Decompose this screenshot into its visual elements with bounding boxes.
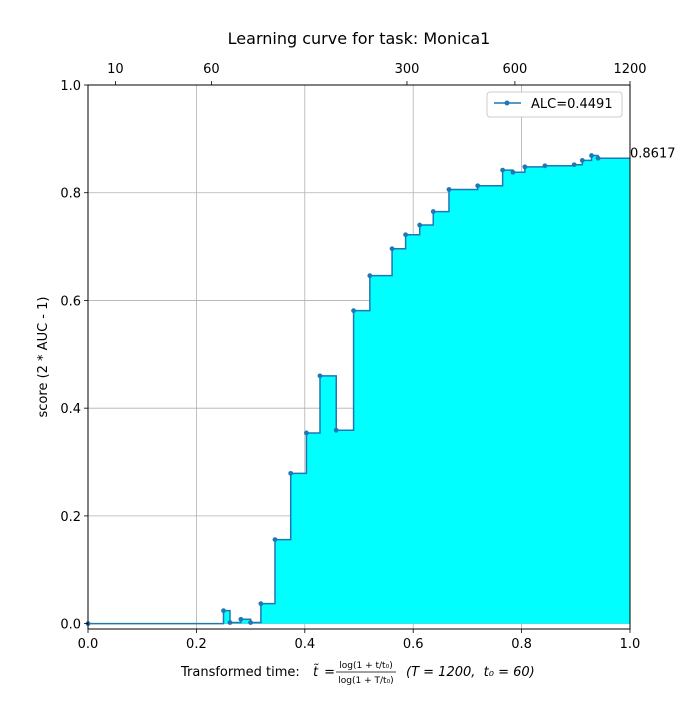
y-tick-label: 0.6 [60,294,81,309]
x-tick-label: 0.4 [294,637,315,652]
x-axis-label-eq: = [320,665,339,680]
y-axis-ticks: 0.0 0.2 0.4 0.6 0.8 1.0 [60,79,88,633]
top-tick-label: 1200 [613,62,646,77]
x-tick-label: 0.2 [186,637,207,652]
score-point [430,209,436,214]
x-axis-label-var: t̃ [313,665,319,680]
score-point [221,608,226,614]
score-point [571,162,577,168]
score-point [510,169,516,175]
y-tick-label: 0.8 [60,187,81,202]
score-point [446,187,452,192]
score-point [367,273,373,279]
plot-frame [87,84,631,630]
top-tick-label: 10 [107,62,124,77]
legend: ALC=0.4491 [486,91,623,118]
top-tick-label: 60 [203,62,220,77]
x-axis-label: Transformed time: t̃ = log(1 + t/t₀) log… [180,661,535,686]
score-point [500,167,506,173]
score-point [258,601,264,607]
score-point [417,222,423,228]
x-axis-label-numerator: log(1 + t/t₀) [339,661,392,671]
score-point [579,158,585,163]
score-area-fill [88,155,630,624]
x-tick-label: 0.0 [78,637,99,652]
y-axis-label: score (2 * AUC - 1) [36,297,51,418]
score-point [248,620,254,625]
score-point [351,308,356,314]
score-point [288,470,294,476]
y-tick-label: 0.2 [60,510,81,525]
top-tick-label: 300 [395,62,420,77]
x-tick-label: 0.8 [511,637,532,652]
score-point [389,246,395,252]
score-point [475,183,481,189]
legend-marker-icon [504,100,510,106]
score-point [403,232,409,238]
score-point [272,537,278,542]
x-axis-label-suffix: (T = 1200, t₀ = 60) [406,665,535,680]
score-point [304,430,309,436]
score-point [238,616,244,622]
score-step-line [88,154,630,625]
x-axis-label-denominator: log(1 + T/t₀) [338,676,393,686]
legend-label: ALC=0.4491 [531,97,613,112]
score-point [542,163,548,169]
y-tick-label: 1.0 [60,79,81,94]
top-tick-label: 600 [502,62,527,77]
legend-box [486,91,623,118]
score-point [522,164,528,170]
score-point [595,155,601,161]
score-point [317,373,323,379]
score-point [333,427,339,433]
y-tick-label: 0.4 [60,402,81,417]
x-axis-label-prefix: Transformed time: [180,665,304,680]
score-point [227,620,233,625]
chart-title: Learning curve for task: Monica1 [228,29,491,48]
y-tick-label: 0.0 [60,618,81,633]
x-tick-label: 0.6 [403,637,424,652]
score-point [589,153,594,158]
x-axis-ticks: 0.0 0.2 0.4 0.6 0.8 1.0 [78,629,641,652]
x-tick-label: 1.0 [620,637,641,652]
top-axis-ticks: 10 60 300 600 1200 [107,62,647,85]
final-score-label: 0.8617 [630,146,676,161]
